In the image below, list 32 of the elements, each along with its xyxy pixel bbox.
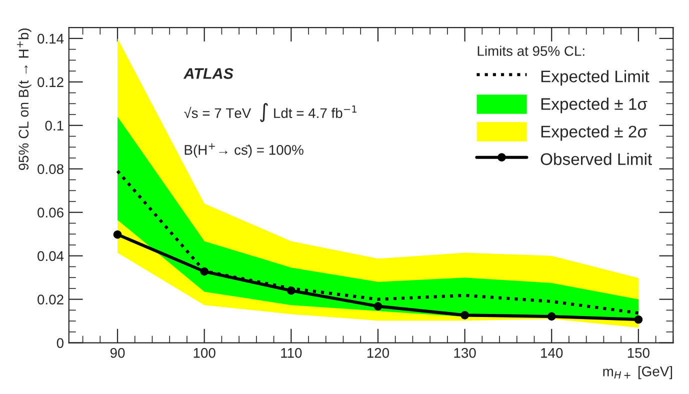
- annotation: ATLAS: [183, 68, 234, 79]
- legend-label: Observed Limit: [540, 152, 652, 166]
- y-tick-label: 0.08: [38, 164, 64, 174]
- x-axis-title: m$_{H+}$ [GeV]: [603, 366, 672, 380]
- legend-label: Expected Limit: [541, 70, 650, 86]
- annotation: B(H$^{+}$→ cs̄) = 100%: [184, 143, 304, 158]
- annotation: √s = 7 TeV ∫ Ldt = 4.7 fb$^{−1}$: [184, 103, 356, 122]
- y-tick-label: 0.12: [38, 77, 64, 88]
- y-tick-label: 0.1: [45, 120, 64, 131]
- legend-label: Expected ± 1σ: [541, 98, 648, 114]
- point: [460, 311, 469, 320]
- point: [634, 315, 643, 324]
- y-tick-label: 0.02: [38, 294, 64, 304]
- legend-title: Limits at 95% CL:: [478, 46, 584, 56]
- x-tick-label: 120: [367, 348, 390, 358]
- y-tick-label: 0: [56, 338, 64, 348]
- y-tick-label: 0.14: [38, 34, 64, 44]
- x-tick-label: 100: [194, 348, 216, 358]
- point: [286, 286, 296, 295]
- point: [200, 267, 209, 276]
- x-tick-label: 90: [110, 348, 125, 358]
- legend-label: Expected ± 2σ: [541, 125, 648, 141]
- y-axis-title: 95% CL on B(t → H$^{+}$b): [17, 28, 32, 170]
- point: [374, 302, 382, 310]
- point: [113, 230, 122, 239]
- point: [547, 312, 556, 321]
- x-tick-label: 110: [281, 348, 302, 358]
- y-tick-label: 0.06: [38, 208, 64, 218]
- x-tick-label: 150: [628, 348, 650, 358]
- y-tick-label: 0.04: [38, 251, 64, 261]
- x-tick-label: 130: [454, 348, 476, 358]
- x-tick-label: 140: [541, 348, 563, 358]
